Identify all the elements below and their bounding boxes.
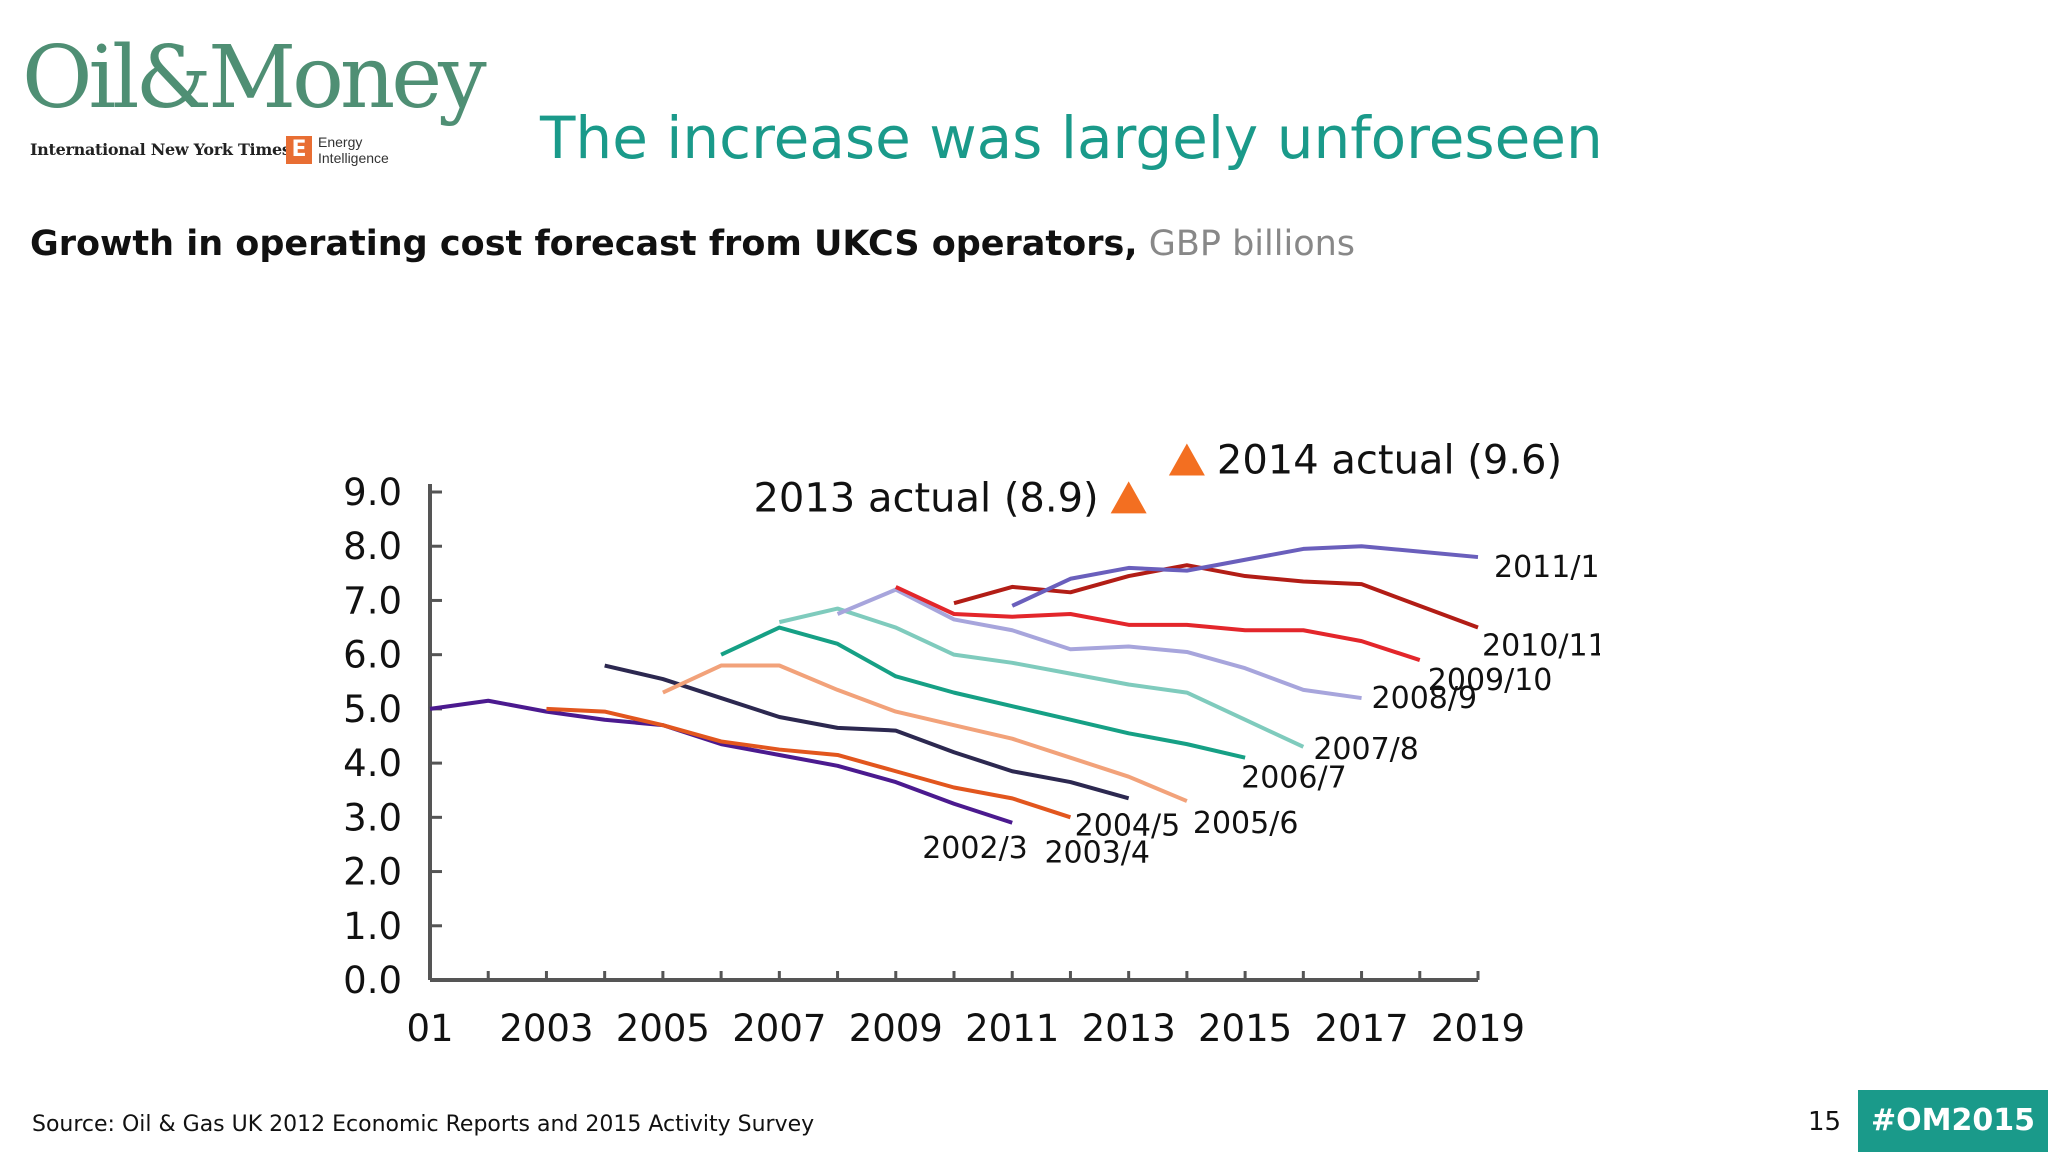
x-tick-label: 2007 [732,1007,826,1050]
ei-line-2: Intelligence [318,150,389,166]
y-tick-label: 3.0 [343,796,402,839]
cost-forecast-chart: 0.0 1.0 2.0 3.0 4.0 5.0 6.0 7.0 8.0 9.0 01 2003 2005… [343,437,1600,1050]
series-line [836,587,1362,701]
series-line [546,706,1072,820]
series-line [720,625,1246,760]
page-number: 15 [1808,1107,1842,1137]
series-line [604,663,1130,801]
hashtag-badge: #OM2015 [1858,1090,2048,1152]
x-tick-label: 2011 [965,1007,1059,1050]
x-tick-label: 2009 [849,1007,943,1050]
actual-marker-icon [1110,481,1147,514]
y-tick-label: 5.0 [343,688,402,731]
subtitle-main: Growth in operating cost forecast from U… [30,224,1138,264]
actual-marker-icon [1168,443,1205,476]
series-line [953,563,1479,630]
x-tick-label: 01 [406,1007,453,1050]
series-line [662,663,1188,803]
series-line [778,606,1305,749]
energy-intelligence-icon: E [286,136,312,164]
series-end-label: 2008/9 [1372,681,1478,716]
energy-intelligence-wordmark: Energy Intelligence [318,134,389,166]
series-end-label: 2004/5 [1075,808,1181,843]
subtitle-unit: GBP billions [1137,224,1356,264]
logo-wordmark: Oil&Money [22,28,487,128]
y-tick-label: 2.0 [343,851,402,894]
series-end-label: 2011/12 [1494,550,1600,585]
series-end-label: 2010/11 [1482,629,1600,664]
x-tick-label: 2005 [616,1007,710,1050]
oil-money-logo: Oil&Money International New York Times [22,28,487,178]
x-tick-label: 2017 [1314,1007,1408,1050]
series-line [894,585,1421,662]
series-end-label: 2002/3 [922,831,1028,866]
x-tick-label: 2015 [1198,1007,1292,1050]
x-tick-label: 2013 [1082,1007,1176,1050]
series-end-label: 2005/6 [1193,806,1299,841]
series-end-label: 2007/8 [1313,732,1419,767]
chart-subtitle: Growth in operating cost forecast from U… [30,224,1355,264]
nyt-wordmark: International New York Times [30,140,291,159]
y-tick-label: 7.0 [343,579,402,622]
y-tick-label: 4.0 [343,742,402,785]
x-tick-label: 2019 [1431,1007,1525,1050]
x-tick-label: 2003 [499,1007,593,1050]
y-tick-label: 0.0 [343,959,402,1002]
series-end-label: 2006/7 [1241,761,1347,796]
y-tick-label: 8.0 [343,525,402,568]
actual-annotation-label: 2014 actual (9.6) [1217,437,1562,483]
y-tick-label: 1.0 [343,905,402,948]
slide-title: The increase was largely unforeseen [540,104,1603,172]
series-line [1011,544,1479,608]
actual-annotation-label: 2013 actual (8.9) [753,475,1098,521]
y-tick-label: 6.0 [343,634,402,677]
source-note: Source: Oil & Gas UK 2012 Economic Repor… [32,1112,815,1137]
ei-line-1: Energy [318,134,363,150]
series-line [429,698,1013,825]
series-end-label: 2009/10 [1428,663,1553,698]
y-tick-label: 9.0 [343,471,402,514]
series-end-label: 2003/4 [1044,835,1150,870]
